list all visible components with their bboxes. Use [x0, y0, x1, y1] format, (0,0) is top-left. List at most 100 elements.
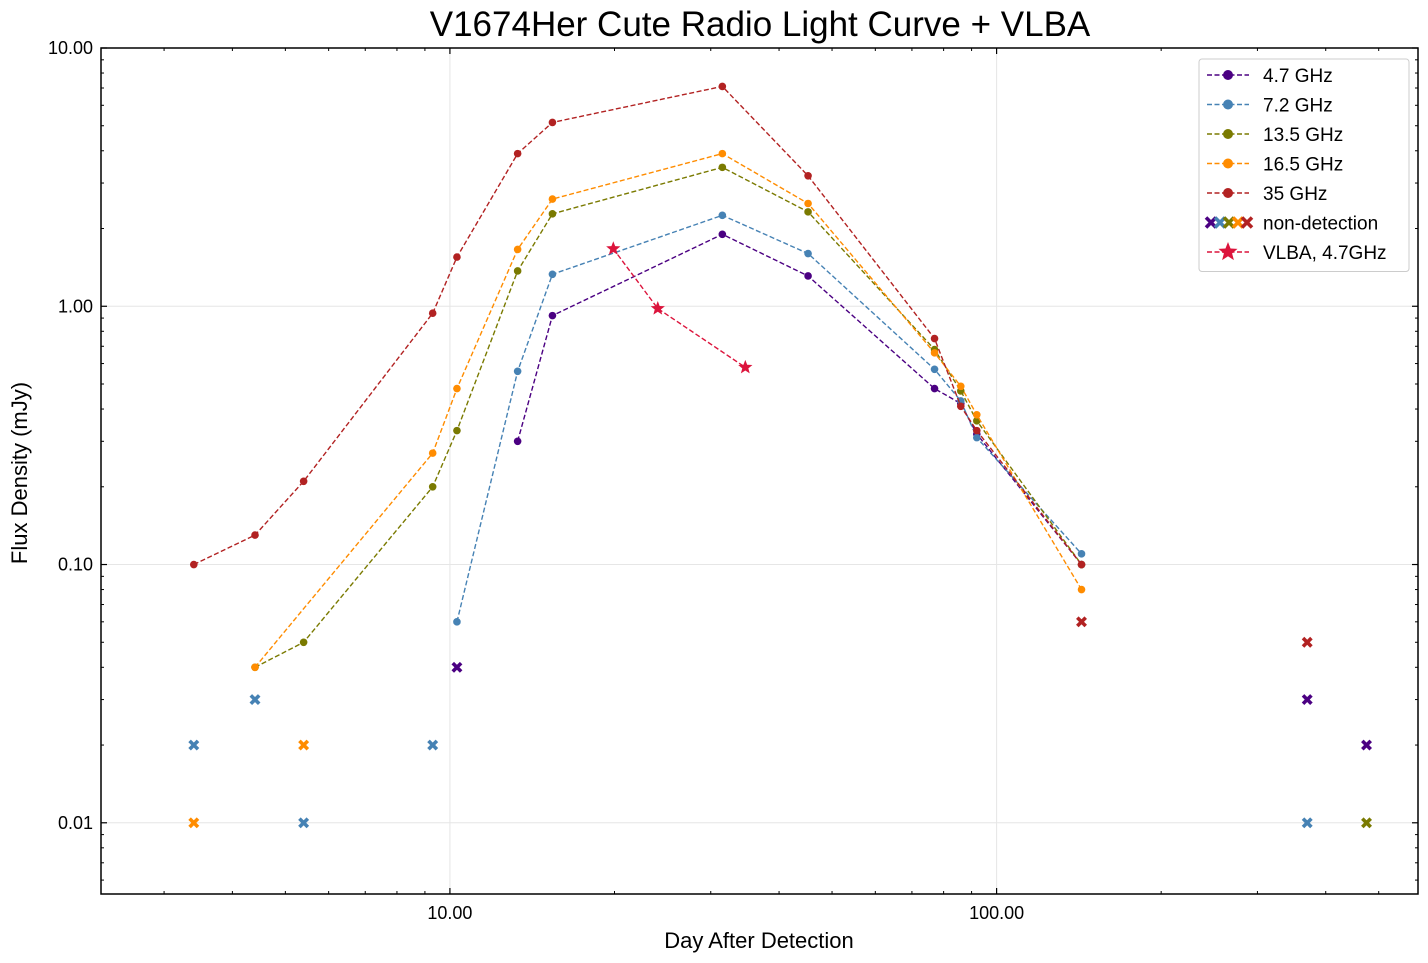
data-point-13-5-ghz — [804, 208, 812, 216]
vlba-line — [612, 248, 746, 368]
legend-marker — [1223, 129, 1233, 139]
data-point-13-5-ghz — [513, 267, 522, 275]
legend-item: VLBA, 4.7GHz — [1207, 242, 1387, 264]
legend: 4.7 GHz 7.2 GHz 13.5 GHz 16.5 GHz 35 GHz non-… — [1198, 58, 1410, 272]
data-point-4-7-ghz — [513, 437, 522, 446]
legend-item: 16.5 GHz — [1207, 155, 1343, 176]
data-point-35-ghz — [956, 402, 965, 411]
chart-title: V1674Her Cute Radio Light Curve + VLBA — [430, 5, 1091, 44]
y-axis-label: Flux Density (mJy) — [7, 382, 32, 564]
data-point-35-ghz — [930, 334, 939, 343]
non-detection-marker — [1076, 616, 1087, 628]
legend-label: non-detection — [1263, 214, 1378, 235]
series-line-35-ghz — [193, 85, 1083, 566]
non-detection-marker — [1301, 636, 1313, 648]
data-point-16-5-ghz — [428, 449, 437, 457]
data-point-35-ghz — [428, 309, 437, 318]
data-point-7-2-ghz — [973, 433, 981, 442]
non-detection-marker — [298, 739, 310, 751]
legend-label: 35 GHz — [1263, 184, 1327, 205]
legend-label: 7.2 GHz — [1263, 96, 1333, 117]
series-16-5-ghz — [251, 149, 1086, 672]
data-point-7-2-ghz — [804, 249, 812, 258]
data-point-35-ghz — [548, 118, 557, 127]
legend-item: 4.7 GHz — [1207, 66, 1333, 87]
data-point-16-5-ghz — [513, 245, 522, 254]
data-point-7-2-ghz — [718, 211, 727, 220]
data-point-13-5-ghz — [548, 210, 557, 218]
series-layer — [189, 82, 1086, 672]
x-tick-label: 10.00 — [427, 903, 472, 923]
data-point-16-5-ghz — [1077, 585, 1086, 594]
y-tick-label: 0.10 — [58, 555, 93, 575]
series-13-5-ghz — [251, 163, 1086, 672]
non-detection-marker — [1301, 817, 1313, 829]
non-detection-marker — [1301, 694, 1313, 706]
data-point-7-2-ghz — [548, 270, 557, 279]
y-tick-label: 1.00 — [58, 296, 93, 316]
legend-item: non-detection — [1204, 214, 1378, 235]
non-detection-marker — [427, 739, 439, 751]
vlba-star-marker — [650, 301, 665, 315]
legend-marker — [1223, 70, 1233, 80]
data-point-4-7-ghz — [548, 311, 557, 320]
data-point-35-ghz — [718, 82, 727, 91]
data-point-7-2-ghz — [930, 365, 939, 374]
data-point-7-2-ghz — [1077, 550, 1086, 558]
series-7-2-ghz — [453, 211, 1086, 626]
axis-ticks: 10.00 100.00 0.01 0.10 1.00 10.00 — [48, 38, 1418, 923]
data-point-7-2-ghz — [956, 397, 965, 405]
data-point-16-5-ghz — [973, 410, 981, 419]
data-point-35-ghz — [804, 172, 812, 180]
data-point-16-5-ghz — [453, 384, 461, 393]
non-detection-marker — [1361, 739, 1372, 751]
legend-non-detection-marker — [1240, 216, 1254, 229]
legend-item: 35 GHz — [1207, 184, 1327, 205]
data-point-16-5-ghz — [251, 663, 259, 672]
legend-marker — [1223, 99, 1233, 110]
legend-label: 16.5 GHz — [1263, 155, 1343, 176]
vlba-layer — [606, 241, 753, 374]
non-detection-marker — [188, 739, 200, 751]
non-detection-marker — [1361, 817, 1372, 829]
data-point-35-ghz — [513, 149, 522, 158]
non-detection-marker — [249, 694, 261, 706]
legend-marker — [1223, 158, 1233, 169]
y-tick-label: 10.00 — [48, 38, 93, 58]
data-point-35-ghz — [251, 531, 259, 539]
series-line-13-5-ghz — [254, 166, 1083, 668]
legend-item: 7.2 GHz — [1207, 96, 1333, 117]
x-tick-label: 100.00 — [969, 903, 1024, 923]
data-point-7-2-ghz — [453, 618, 461, 626]
data-point-35-ghz — [189, 560, 198, 569]
data-point-35-ghz — [973, 426, 981, 435]
series-4-7-ghz — [513, 230, 1086, 569]
data-point-16-5-ghz — [548, 195, 557, 203]
legend-marker — [1223, 188, 1233, 198]
vlba-star-marker — [738, 359, 753, 374]
data-point-16-5-ghz — [930, 349, 939, 357]
legend-item: 13.5 GHz — [1207, 125, 1343, 146]
legend-label: 13.5 GHz — [1263, 125, 1343, 146]
y-tick-label: 0.01 — [58, 813, 93, 833]
data-point-4-7-ghz — [718, 230, 727, 239]
data-point-13-5-ghz — [428, 482, 437, 491]
series-35-ghz — [189, 82, 1086, 569]
non-detection-marker — [451, 661, 463, 673]
data-point-13-5-ghz — [299, 638, 308, 647]
data-point-35-ghz — [1077, 560, 1086, 569]
data-point-35-ghz — [299, 477, 308, 486]
series-line-16-5-ghz — [254, 152, 1083, 668]
x-axis-label: Day After Detection — [664, 928, 854, 953]
legend-label: 4.7 GHz — [1263, 66, 1333, 87]
data-point-16-5-ghz — [804, 199, 812, 208]
vlba-star-marker — [606, 241, 621, 255]
legend-label: VLBA, 4.7GHz — [1263, 243, 1387, 264]
data-point-13-5-ghz — [718, 163, 727, 172]
data-point-16-5-ghz — [718, 149, 727, 158]
data-point-4-7-ghz — [930, 384, 939, 393]
data-point-4-7-ghz — [804, 272, 812, 280]
data-point-16-5-ghz — [956, 382, 965, 391]
data-point-7-2-ghz — [513, 367, 522, 376]
